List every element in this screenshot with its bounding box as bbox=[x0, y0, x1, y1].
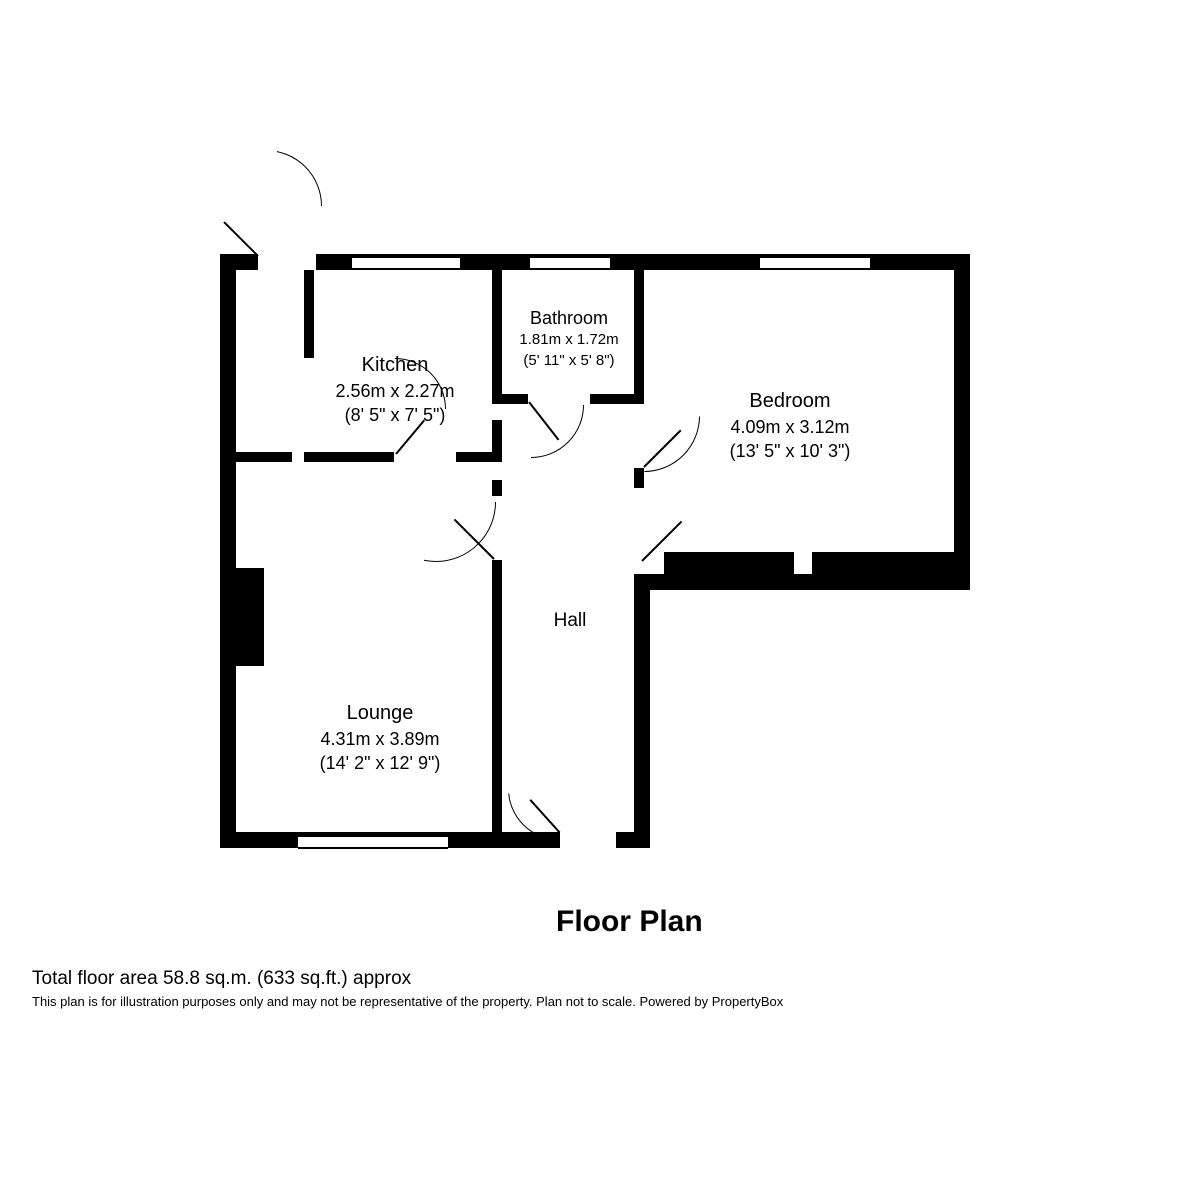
bathroom-dim-ft: (5' 11" x 5' 8") bbox=[504, 351, 634, 371]
label-lounge: Lounge 4.31m x 3.89m (14' 2" x 12' 9") bbox=[280, 700, 480, 776]
label-bedroom: Bedroom 4.09m x 3.12m (13' 5" x 10' 3") bbox=[690, 388, 890, 464]
wall-left bbox=[220, 254, 236, 848]
chimney-block bbox=[220, 568, 264, 666]
wall-lounge-hall-lower bbox=[492, 560, 502, 840]
wall-kitchen-right-upper bbox=[492, 254, 502, 394]
door-exterior-leaf bbox=[223, 221, 258, 256]
door-hall-entry-gap bbox=[560, 832, 616, 848]
label-bathroom: Bathroom 1.81m x 1.72m (5' 11" x 5' 8") bbox=[504, 306, 634, 371]
label-kitchen: Kitchen 2.56m x 2.27m (8' 5" x 7' 5") bbox=[310, 352, 480, 428]
bathroom-name: Bathroom bbox=[504, 306, 634, 330]
window-kitchen bbox=[352, 256, 460, 270]
door-hall-entry-arc bbox=[508, 738, 610, 840]
window-lounge bbox=[298, 835, 448, 849]
footer-disclaimer: This plan is for illustration purposes o… bbox=[32, 994, 783, 1009]
floor-plan-canvas: Kitchen 2.56m x 2.27m (8' 5" x 7' 5") Ba… bbox=[0, 0, 1200, 1200]
kitchen-stub-left bbox=[304, 270, 314, 358]
kitchen-dim-m: 2.56m x 2.27m bbox=[310, 379, 480, 403]
wall-bedroom-bottom bbox=[634, 574, 970, 590]
bedroom-closet-right bbox=[812, 552, 954, 574]
wall-kitchen-bottom-left bbox=[236, 452, 292, 462]
door-exterior-arc bbox=[210, 150, 322, 262]
lounge-name: Lounge bbox=[280, 700, 480, 727]
label-hall: Hall bbox=[530, 608, 610, 634]
wall-hall-top-return bbox=[492, 480, 502, 496]
footer-area: Total floor area 58.8 sq.m. (633 sq.ft.)… bbox=[32, 968, 411, 990]
wall-bath-right-upper bbox=[634, 254, 644, 404]
door-bedroom-arc bbox=[588, 360, 700, 472]
wall-right bbox=[954, 254, 970, 590]
wall-bath-bottom-left bbox=[492, 394, 528, 404]
kitchen-dim-ft: (8' 5" x 7' 5") bbox=[310, 403, 480, 427]
wall-kitchen-bottom-right bbox=[456, 452, 502, 462]
lounge-dim-m: 4.31m x 3.89m bbox=[280, 727, 480, 751]
bedroom-closet-left bbox=[664, 552, 794, 574]
bathroom-dim-m: 1.81m x 1.72m bbox=[504, 330, 634, 350]
bedroom-dim-ft: (13' 5" x 10' 3") bbox=[690, 439, 890, 463]
window-bathroom bbox=[530, 256, 610, 270]
bedroom-name: Bedroom bbox=[690, 388, 890, 415]
lounge-dim-ft: (14' 2" x 12' 9") bbox=[280, 751, 480, 775]
wall-bottom-right-stub bbox=[616, 832, 650, 848]
plan-title: Floor Plan bbox=[556, 905, 703, 939]
wall-hall-right-lower bbox=[634, 574, 650, 848]
bedroom-dim-m: 4.09m x 3.12m bbox=[690, 415, 890, 439]
wall-bath-bottom-right bbox=[590, 394, 644, 404]
window-bedroom bbox=[760, 256, 870, 270]
wall-kitchen-bottom-mid bbox=[304, 452, 394, 462]
kitchen-name: Kitchen bbox=[310, 352, 480, 379]
hall-name: Hall bbox=[530, 608, 610, 634]
wall-bedroom-left-lower bbox=[634, 468, 644, 488]
